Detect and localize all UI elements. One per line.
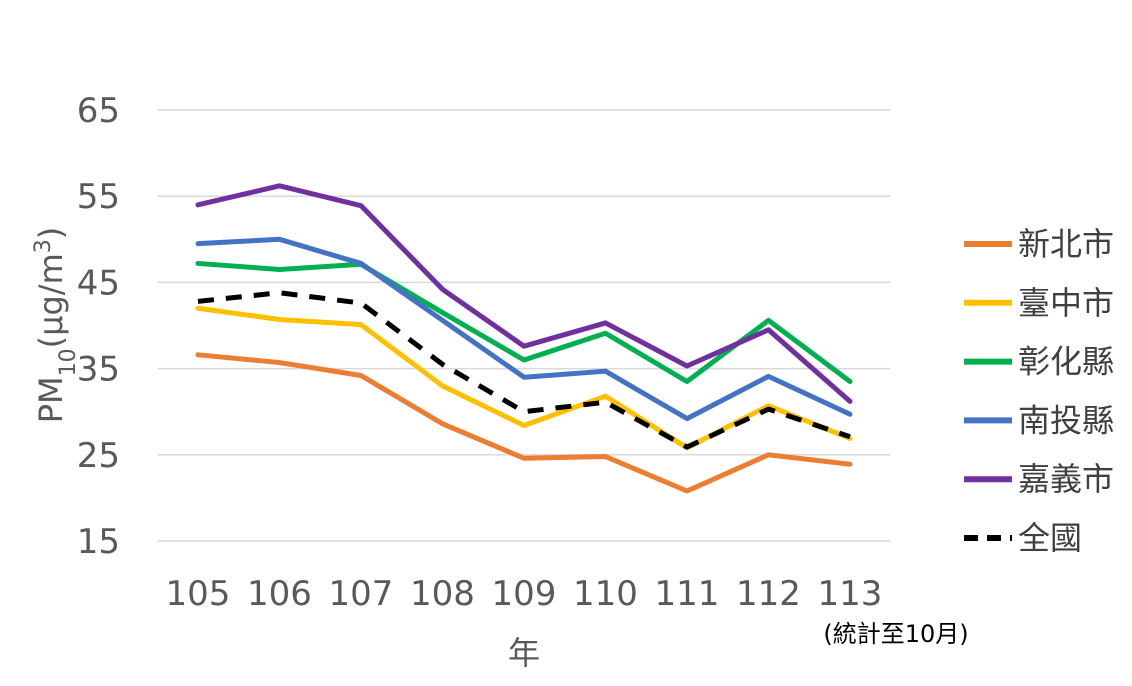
series-lines [195,183,853,494]
legend-label-5: 全國 [1018,519,1082,557]
y-tick-label: 25 [77,436,120,476]
series-line-5 [197,290,851,450]
y-tick-label: 65 [77,91,120,131]
series-line-3 [195,236,853,422]
y-tick-labels: 15 25 35 45 55 65 [77,91,120,562]
y-tick-label: 35 [77,350,120,390]
y-tick-label: 15 [77,522,120,562]
legend-label-2: 彰化縣 [1018,343,1114,381]
legend-label-1: 臺中市 [1018,284,1114,322]
x-tick-label: 107 [329,574,394,614]
series-line-4 [195,183,853,404]
legend-label-0: 新北市 [1018,225,1114,263]
y-tick-label: 45 [77,263,120,303]
y-axis-title-superscript: 3 [31,239,56,253]
x-tick-label: 111 [655,574,720,614]
y-axis-title-main: PM [32,376,70,423]
y-axis-title-subscript: 10 [56,348,81,376]
legend-label-4: 嘉義市 [1018,460,1114,498]
x-tick-labels: 105 106 107 108 109 110 111 112 113 [166,574,883,614]
x-tick-label: 108 [410,574,475,614]
y-axis-title-unit-close: ) [32,227,70,239]
x-tick-label: 112 [736,574,801,614]
series-line-0 [195,352,853,494]
x-tick-label: 110 [573,574,638,614]
x-tick-label: 109 [492,574,557,614]
x-axis-note: (統計至10月) [823,620,968,648]
x-tick-label: 105 [166,574,231,614]
y-tick-label: 55 [77,177,120,217]
y-axis-title-unit-open: (µg/m [32,253,70,348]
gridlines [158,109,890,542]
x-tick-label: 113 [818,574,883,614]
x-tick-label: 106 [247,574,312,614]
legend-label-3: 南投縣 [1018,401,1114,439]
x-axis-title: 年 [508,634,540,672]
y-axis-title: PM10(µg/m3) [31,227,81,424]
